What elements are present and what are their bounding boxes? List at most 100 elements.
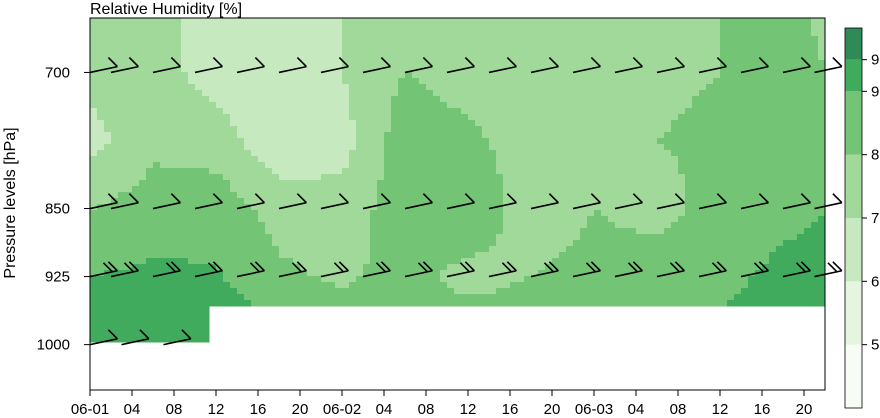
rh-cell <box>426 126 434 133</box>
rh-cell <box>167 84 175 91</box>
rh-cell <box>720 246 728 253</box>
rh-cell <box>160 84 168 91</box>
rh-cell <box>573 252 581 259</box>
rh-cell <box>552 102 560 109</box>
rh-cell <box>146 252 154 259</box>
rh-cell <box>153 72 161 79</box>
rh-cell <box>734 144 742 151</box>
rh-cell <box>307 264 315 271</box>
rh-cell <box>209 42 217 49</box>
rh-cell <box>300 24 308 31</box>
rh-cell <box>258 198 266 205</box>
rh-cell <box>223 180 231 187</box>
rh-cell <box>727 156 735 163</box>
rh-cell <box>223 90 231 97</box>
rh-cell <box>573 78 581 85</box>
rh-cell <box>559 186 567 193</box>
rh-cell <box>566 246 574 253</box>
rh-cell <box>783 234 791 241</box>
rh-cell <box>202 312 210 319</box>
rh-cell <box>489 288 497 295</box>
rh-cell <box>363 258 371 265</box>
rh-cell <box>692 102 700 109</box>
rh-cell <box>307 186 315 193</box>
rh-cell <box>552 288 560 295</box>
rh-cell <box>475 60 483 67</box>
rh-cell <box>419 96 427 103</box>
rh-cell <box>615 102 623 109</box>
rh-cell <box>524 162 532 169</box>
rh-cell <box>223 150 231 157</box>
rh-cell <box>678 84 686 91</box>
rh-cell <box>454 192 462 199</box>
rh-cell <box>272 246 280 253</box>
rh-cell <box>769 300 777 307</box>
rh-cell <box>188 132 196 139</box>
rh-cell <box>643 138 651 145</box>
rh-cell <box>188 72 196 79</box>
rh-cell <box>230 174 238 181</box>
rh-cell <box>790 234 798 241</box>
rh-cell <box>720 282 728 289</box>
rh-cell <box>566 60 574 67</box>
rh-cell <box>202 198 210 205</box>
rh-cell <box>643 216 651 223</box>
rh-cell <box>524 36 532 43</box>
rh-cell <box>657 156 665 163</box>
rh-cell <box>216 276 224 283</box>
rh-cell <box>223 300 231 307</box>
rh-cell <box>328 90 336 97</box>
rh-cell <box>517 288 525 295</box>
rh-cell <box>167 330 175 337</box>
rh-cell <box>517 276 525 283</box>
rh-cell <box>167 216 175 223</box>
rh-cell <box>342 18 350 25</box>
rh-cell <box>377 246 385 253</box>
rh-cell <box>566 84 574 91</box>
rh-cell <box>286 252 294 259</box>
rh-cell <box>783 144 791 151</box>
rh-cell <box>237 246 245 253</box>
rh-cell <box>300 120 308 127</box>
rh-cell <box>244 60 252 67</box>
rh-cell <box>335 132 343 139</box>
rh-cell <box>692 72 700 79</box>
rh-cell <box>650 294 658 301</box>
rh-cell <box>643 234 651 241</box>
rh-cell <box>405 54 413 61</box>
rh-cell <box>300 162 308 169</box>
rh-cell <box>496 150 504 157</box>
rh-cell <box>608 18 616 25</box>
rh-cell <box>622 126 630 133</box>
rh-cell <box>615 192 623 199</box>
rh-cell <box>321 18 329 25</box>
rh-cell <box>202 240 210 247</box>
rh-cell <box>636 132 644 139</box>
rh-cell <box>174 78 182 85</box>
rh-cell <box>608 150 616 157</box>
rh-cell <box>440 126 448 133</box>
rh-cell <box>440 54 448 61</box>
rh-cell <box>776 162 784 169</box>
rh-cell <box>608 66 616 73</box>
rh-cell <box>370 96 378 103</box>
rh-cell <box>580 246 588 253</box>
rh-cell <box>475 264 483 271</box>
rh-cell <box>391 300 399 307</box>
rh-cell <box>377 258 385 265</box>
rh-cell <box>356 180 364 187</box>
rh-cell <box>419 60 427 67</box>
rh-cell <box>524 264 532 271</box>
rh-cell <box>139 42 147 49</box>
rh-cell <box>153 126 161 133</box>
rh-cell <box>468 162 476 169</box>
rh-cell <box>419 240 427 247</box>
rh-cell <box>615 18 623 25</box>
rh-cell <box>104 234 112 241</box>
rh-cell <box>384 156 392 163</box>
rh-cell <box>195 300 203 307</box>
rh-cell <box>510 168 518 175</box>
rh-cell <box>426 246 434 253</box>
rh-cell <box>552 156 560 163</box>
rh-cell <box>790 90 798 97</box>
